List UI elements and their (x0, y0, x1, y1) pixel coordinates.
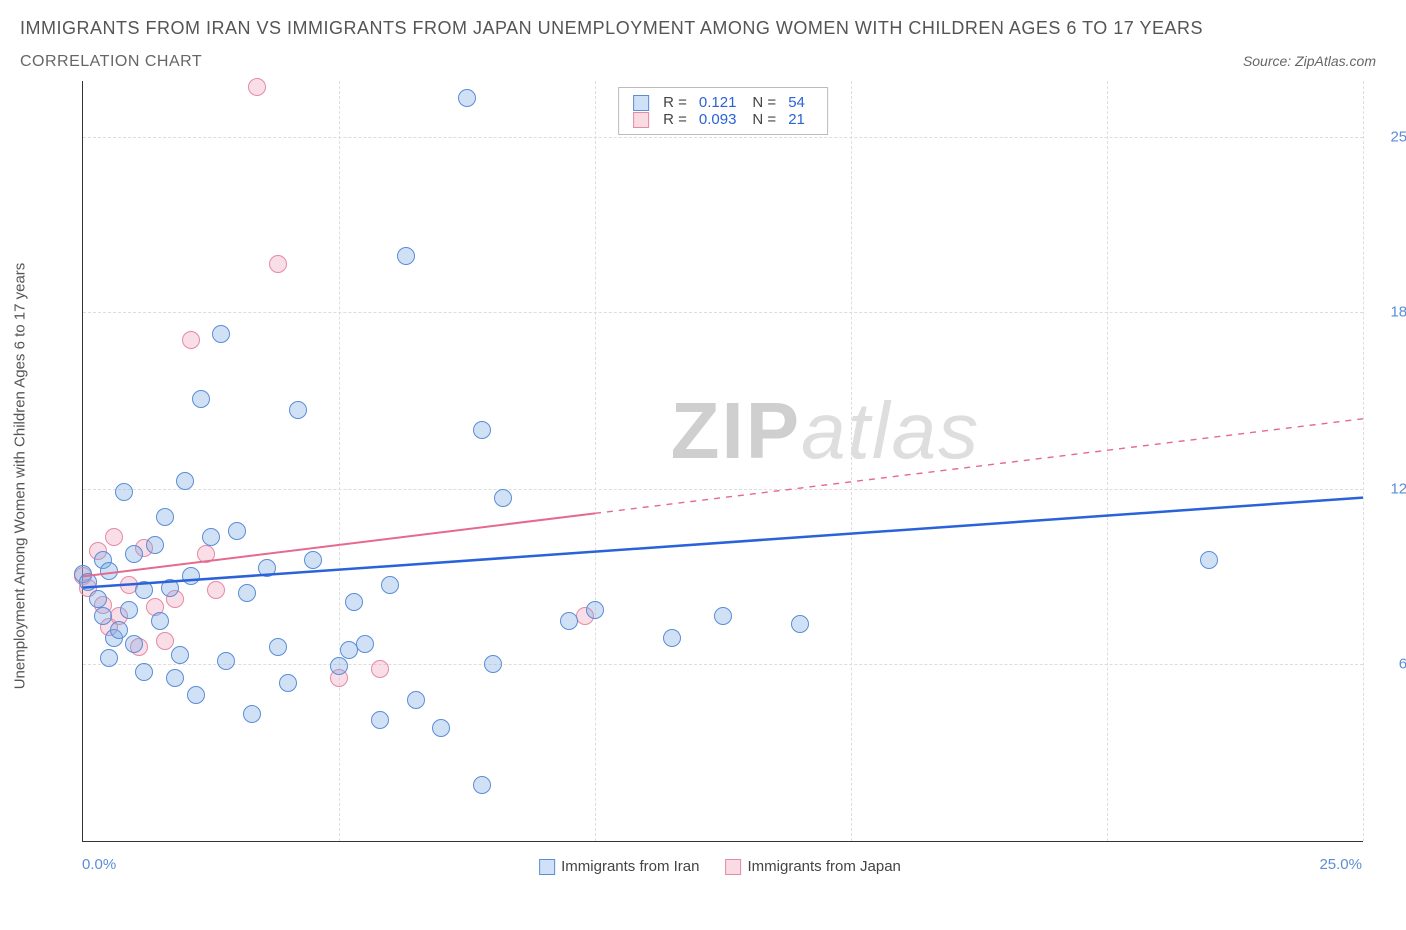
scatter-point-iran (560, 612, 578, 630)
legend-item: Immigrants from Japan (725, 858, 900, 875)
scatter-point-iran (484, 655, 502, 673)
scatter-point-iran (663, 629, 681, 647)
scatter-point-iran (269, 638, 287, 656)
scatter-point-iran (458, 89, 476, 107)
scatter-point-iran (176, 472, 194, 490)
scatter-point-iran (217, 652, 235, 670)
scatter-point-iran (356, 635, 374, 653)
gridline-v (851, 81, 852, 841)
series-legend: Immigrants from Iran Immigrants from Japa… (539, 858, 901, 875)
y-tick-label: 18.8% (1373, 303, 1406, 320)
source-attribution: Source: ZipAtlas.com (1243, 53, 1376, 69)
gridline-h (83, 489, 1363, 490)
chart-subtitle: CORRELATION CHART (20, 53, 202, 71)
scatter-point-japan (207, 581, 225, 599)
scatter-point-iran (330, 657, 348, 675)
scatter-point-iran (161, 579, 179, 597)
scatter-point-iran (345, 593, 363, 611)
scatter-point-iran (473, 421, 491, 439)
gridline-v (595, 81, 596, 841)
correlation-legend: R =0.121N =54R =0.093N =21 (618, 87, 828, 135)
scatter-point-iran (494, 489, 512, 507)
scatter-point-iran (171, 646, 189, 664)
scatter-point-japan (105, 528, 123, 546)
y-tick-label: 6.3% (1373, 655, 1406, 672)
scatter-point-iran (110, 621, 128, 639)
scatter-point-japan (182, 331, 200, 349)
trend-lines (83, 81, 1363, 841)
scatter-point-iran (243, 705, 261, 723)
scatter-point-iran (212, 325, 230, 343)
scatter-point-iran (100, 562, 118, 580)
scatter-point-iran (397, 247, 415, 265)
gridline-v (1107, 81, 1108, 841)
scatter-point-iran (279, 674, 297, 692)
x-axis-max-label: 25.0% (1319, 856, 1362, 873)
scatter-point-iran (166, 669, 184, 687)
chart-area: Unemployment Among Women with Children A… (60, 81, 1380, 871)
legend-swatch (725, 859, 741, 875)
gridline-v (1363, 81, 1364, 841)
scatter-point-iran (125, 545, 143, 563)
gridline-h (83, 312, 1363, 313)
scatter-point-iran (192, 390, 210, 408)
scatter-point-iran (182, 567, 200, 585)
scatter-point-iran (258, 559, 276, 577)
plot-canvas: ZIPatlas R =0.121N =54R =0.093N =21 6.3%… (82, 81, 1363, 842)
scatter-point-iran (1200, 551, 1218, 569)
scatter-point-iran (146, 536, 164, 554)
scatter-point-iran (586, 601, 604, 619)
scatter-point-iran (381, 576, 399, 594)
scatter-point-iran (371, 711, 389, 729)
scatter-point-iran (202, 528, 220, 546)
scatter-point-iran (79, 573, 97, 591)
gridline-h (83, 664, 1363, 665)
legend-row: R =0.093N =21 (633, 111, 813, 128)
scatter-point-japan (248, 78, 266, 96)
y-axis-label: Unemployment Among Women with Children A… (12, 263, 29, 690)
scatter-point-iran (407, 691, 425, 709)
gridline-v (339, 81, 340, 841)
scatter-point-iran (714, 607, 732, 625)
scatter-point-japan (371, 660, 389, 678)
watermark: ZIPatlas (671, 385, 980, 477)
scatter-point-japan (197, 545, 215, 563)
scatter-point-iran (304, 551, 322, 569)
scatter-point-japan (156, 632, 174, 650)
scatter-point-iran (135, 581, 153, 599)
legend-swatch (633, 112, 649, 128)
scatter-point-iran (156, 508, 174, 526)
scatter-point-iran (473, 776, 491, 794)
x-axis-min-label: 0.0% (82, 856, 116, 873)
scatter-point-iran (228, 522, 246, 540)
scatter-point-japan (269, 255, 287, 273)
legend-swatch (539, 859, 555, 875)
gridline-h (83, 137, 1363, 138)
y-tick-label: 25.0% (1373, 129, 1406, 146)
scatter-point-iran (125, 635, 143, 653)
scatter-point-iran (89, 590, 107, 608)
legend-swatch (633, 95, 649, 111)
scatter-point-iran (135, 663, 153, 681)
chart-title: IMMIGRANTS FROM IRAN VS IMMIGRANTS FROM … (20, 18, 1386, 39)
scatter-point-iran (289, 401, 307, 419)
scatter-point-iran (94, 607, 112, 625)
scatter-point-iran (115, 483, 133, 501)
legend-item: Immigrants from Iran (539, 858, 699, 875)
scatter-point-iran (151, 612, 169, 630)
scatter-point-iran (120, 601, 138, 619)
scatter-point-iran (238, 584, 256, 602)
legend-row: R =0.121N =54 (633, 94, 813, 111)
scatter-point-iran (100, 649, 118, 667)
scatter-point-iran (432, 719, 450, 737)
scatter-point-iran (791, 615, 809, 633)
scatter-point-iran (187, 686, 205, 704)
y-tick-label: 12.5% (1373, 481, 1406, 498)
